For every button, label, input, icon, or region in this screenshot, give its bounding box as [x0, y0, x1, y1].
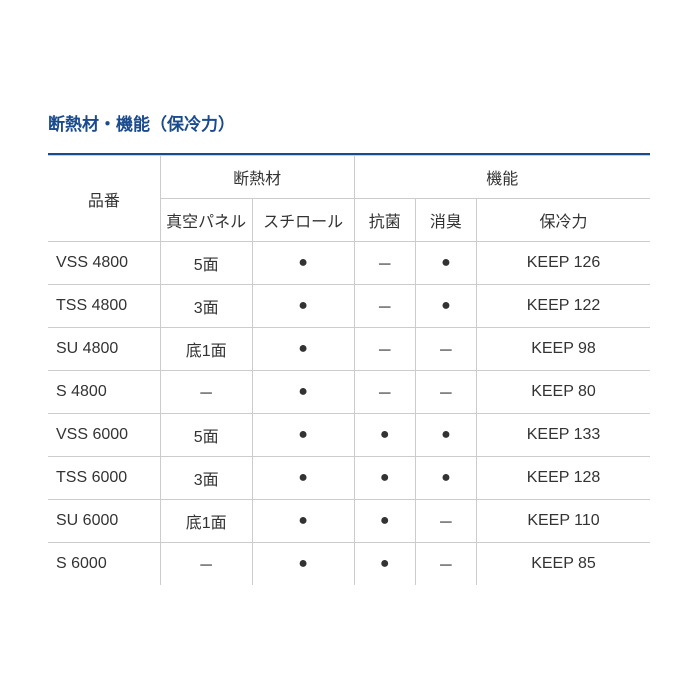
- cell-model: SU 6000: [48, 500, 160, 543]
- table-row: SU 4800底1面●－－KEEP 98: [48, 328, 650, 371]
- cell-deodor: ●: [415, 285, 476, 328]
- cell-model: SU 4800: [48, 328, 160, 371]
- header-vacuum: 真空パネル: [160, 199, 252, 242]
- cell-cooling: KEEP 98: [477, 328, 650, 371]
- cell-vacuum: 5面: [160, 414, 252, 457]
- cell-antibac: ●: [354, 414, 415, 457]
- header-function: 機能: [354, 156, 650, 199]
- table-row: S 6000－●●－KEEP 85: [48, 543, 650, 586]
- header-cooling: 保冷力: [477, 199, 650, 242]
- cell-deodor: ●: [415, 414, 476, 457]
- cell-model: S 6000: [48, 543, 160, 586]
- cell-styro: ●: [252, 242, 354, 285]
- cell-cooling: KEEP 122: [477, 285, 650, 328]
- cell-antibac: ●: [354, 457, 415, 500]
- table-row: VSS 60005面●●●KEEP 133: [48, 414, 650, 457]
- cell-styro: ●: [252, 371, 354, 414]
- cell-antibac: －: [354, 328, 415, 371]
- cell-antibac: －: [354, 285, 415, 328]
- cell-model: TSS 6000: [48, 457, 160, 500]
- cell-vacuum: 3面: [160, 285, 252, 328]
- cell-vacuum: －: [160, 371, 252, 414]
- cell-vacuum: 底1面: [160, 328, 252, 371]
- spec-table: 品番 断熱材 機能 真空パネル スチロール 抗菌 消臭 保冷力 VSS 4800…: [48, 155, 650, 585]
- cell-deodor: －: [415, 500, 476, 543]
- table-row: TSS 60003面●●●KEEP 128: [48, 457, 650, 500]
- section-title: 断熱材・機能（保冷力）: [48, 110, 650, 135]
- cell-model: TSS 4800: [48, 285, 160, 328]
- cell-deodor: －: [415, 371, 476, 414]
- header-deodor: 消臭: [415, 199, 476, 242]
- table-row: TSS 48003面●－●KEEP 122: [48, 285, 650, 328]
- cell-antibac: －: [354, 371, 415, 414]
- cell-antibac: ●: [354, 500, 415, 543]
- header-styro: スチロール: [252, 199, 354, 242]
- cell-cooling: KEEP 126: [477, 242, 650, 285]
- cell-antibac: －: [354, 242, 415, 285]
- cell-cooling: KEEP 80: [477, 371, 650, 414]
- cell-styro: ●: [252, 328, 354, 371]
- table-row: VSS 48005面●－●KEEP 126: [48, 242, 650, 285]
- cell-styro: ●: [252, 500, 354, 543]
- cell-cooling: KEEP 128: [477, 457, 650, 500]
- cell-styro: ●: [252, 457, 354, 500]
- cell-styro: ●: [252, 414, 354, 457]
- header-insulation: 断熱材: [160, 156, 354, 199]
- header-antibac: 抗菌: [354, 199, 415, 242]
- cell-vacuum: 3面: [160, 457, 252, 500]
- cell-cooling: KEEP 85: [477, 543, 650, 586]
- cell-model: VSS 4800: [48, 242, 160, 285]
- header-model: 品番: [48, 156, 160, 242]
- cell-deodor: －: [415, 543, 476, 586]
- cell-styro: ●: [252, 285, 354, 328]
- cell-cooling: KEEP 133: [477, 414, 650, 457]
- cell-deodor: ●: [415, 242, 476, 285]
- cell-model: VSS 6000: [48, 414, 160, 457]
- cell-model: S 4800: [48, 371, 160, 414]
- cell-vacuum: 5面: [160, 242, 252, 285]
- table-row: SU 6000底1面●●－KEEP 110: [48, 500, 650, 543]
- cell-deodor: －: [415, 328, 476, 371]
- cell-deodor: ●: [415, 457, 476, 500]
- cell-cooling: KEEP 110: [477, 500, 650, 543]
- cell-vacuum: －: [160, 543, 252, 586]
- table-row: S 4800－●－－KEEP 80: [48, 371, 650, 414]
- cell-styro: ●: [252, 543, 354, 586]
- cell-antibac: ●: [354, 543, 415, 586]
- cell-vacuum: 底1面: [160, 500, 252, 543]
